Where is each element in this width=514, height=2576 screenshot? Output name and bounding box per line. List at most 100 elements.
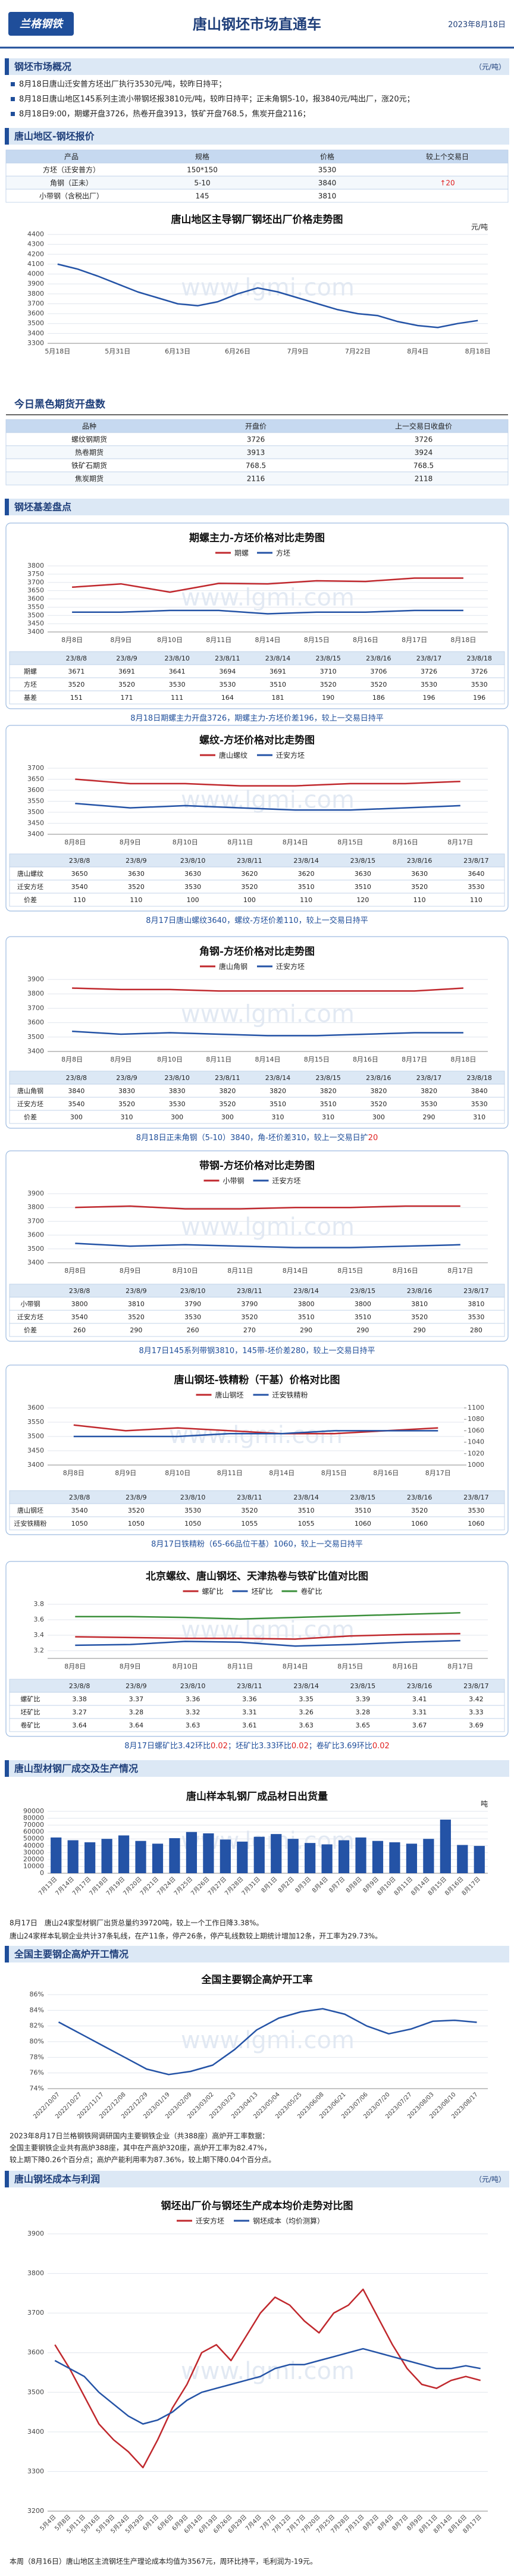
table-cell: 151 xyxy=(70,694,83,702)
bar xyxy=(186,1832,198,1873)
table-cell: 3691 xyxy=(269,668,286,675)
y-tick-label: 76% xyxy=(30,2069,44,2077)
x-tick-label: 8月11日 xyxy=(206,1056,231,1063)
x-tick-label: 8月10日 xyxy=(165,1469,190,1477)
bar xyxy=(152,1843,164,1873)
section-unit: （元/吨） xyxy=(475,2176,506,2184)
table-cell: 290 xyxy=(423,1113,435,1121)
table-cell: 310 xyxy=(473,1113,485,1121)
x-tick-label: 8月17日 xyxy=(447,1663,473,1670)
y-tick-label: 3600 xyxy=(27,595,44,603)
x-tick-label: 8月9日 xyxy=(120,838,141,846)
series-line xyxy=(72,1030,463,1037)
y-tick-label: 3650 xyxy=(27,775,44,783)
table-cell: 小带钢 xyxy=(21,1300,40,1308)
y-tick-label: 3900 xyxy=(27,1190,44,1197)
x-tick-label: 6月26日 xyxy=(225,348,250,355)
y-tick-label: 4200 xyxy=(27,250,44,258)
y2-tick-label: 1100 xyxy=(468,1404,484,1411)
table-cell: 3510 xyxy=(355,1313,371,1321)
legend-label: 迁安铁精粉 xyxy=(272,1391,308,1400)
section-heading: 唐山地区-钢坯报价 xyxy=(14,131,95,142)
legend-label: 唐山螺纹 xyxy=(219,751,247,760)
y-tick-label: 3500 xyxy=(27,1432,44,1440)
watermark: www.lgmi.com xyxy=(181,2027,355,2054)
chart-frame xyxy=(5,1364,509,1535)
y-tick-label: 3500 xyxy=(27,611,44,619)
y-tick-label: 3500 xyxy=(27,320,44,327)
y2-tick-label: 1040 xyxy=(468,1438,484,1446)
bullet-text: 8月18日9:00，期螺开盘3726，热卷开盘3913，铁矿开盘768.5，焦炭… xyxy=(19,109,310,119)
table-cell: 23/8/8 xyxy=(69,1682,90,1690)
y-tick-label: 3600 xyxy=(27,1404,44,1411)
y2-tick-label: 1020 xyxy=(468,1450,484,1457)
table-cell: 23/8/14 xyxy=(265,655,290,662)
series-line xyxy=(75,778,460,787)
table-cell: 23/8/16 xyxy=(366,655,391,662)
table-cell: 1055 xyxy=(241,1520,258,1528)
table-cell: 3510 xyxy=(298,883,315,891)
table-cell: 3510 xyxy=(298,1507,315,1514)
table-cell: 300 xyxy=(70,1113,83,1121)
table-cell: 期螺 xyxy=(24,668,37,675)
x-tick-label: 6月6日 xyxy=(156,2514,175,2533)
caption-part: 8月18日期螺主力开盘3726，期螺主力-方坯价差196，较上一交易日持平 xyxy=(130,713,383,723)
y-tick-label: 20000 xyxy=(23,1855,44,1863)
y-tick-label: 3650 xyxy=(27,587,44,594)
x-tick-label: 8月16日 xyxy=(373,1469,399,1477)
x-tick-label: 8月4日 xyxy=(311,1876,330,1895)
caption-part: ；坯矿比3.33环比 xyxy=(228,1742,292,1751)
table-cell: 23/8/15 xyxy=(315,655,340,662)
table-cell: 3820 xyxy=(370,1087,387,1095)
table-cell: 方坯（迁安普方） xyxy=(43,165,100,174)
legend-label: 期螺 xyxy=(234,549,249,558)
bullet xyxy=(11,82,15,86)
table-cell: 23/8/14 xyxy=(293,1682,318,1690)
x-tick-label: 8月14日 xyxy=(255,636,281,644)
table-cell: 3520 xyxy=(241,883,258,891)
table-cell: 3640 xyxy=(468,870,484,878)
table-cell: 3.31 xyxy=(412,1708,427,1716)
bar xyxy=(84,1842,96,1873)
bar xyxy=(474,1846,485,1873)
x-tick-label: 8月15日 xyxy=(304,636,330,644)
table-cell: 3620 xyxy=(298,870,315,878)
series-line xyxy=(75,1639,460,1647)
table-cell: 3840 xyxy=(68,1087,84,1095)
bar xyxy=(169,1838,180,1873)
table-row xyxy=(9,1323,505,1337)
x-tick-label: 7月31日 xyxy=(240,1876,262,1897)
table-cell: 3790 xyxy=(184,1300,201,1308)
table-cell: 3530 xyxy=(421,681,437,688)
y-tick-label: 3800 xyxy=(27,990,44,997)
y-tick-label: 3900 xyxy=(27,280,44,287)
y-tick-label: 70000 xyxy=(23,1821,44,1829)
table-cell: 1050 xyxy=(128,1520,145,1528)
y-tick-label: 3750 xyxy=(27,570,44,578)
table-cell: 热卷期货 xyxy=(75,448,104,457)
series-line xyxy=(72,987,463,992)
legend-label: 迁安方坯 xyxy=(272,1176,301,1185)
table-cell: 卷矿比 xyxy=(21,1721,40,1729)
x-tick-label: 8月16日 xyxy=(393,1267,418,1275)
table-cell: 23/8/16 xyxy=(407,857,432,865)
x-tick-label: 8月10日 xyxy=(173,1663,198,1670)
table-cell: 3.65 xyxy=(356,1721,371,1729)
bar xyxy=(389,1842,400,1873)
series-line xyxy=(58,2008,477,2076)
section-bar xyxy=(5,1946,509,1962)
y2-tick-label: 1080 xyxy=(468,1415,484,1423)
chart-title: 角钢-方坯价格对比走势图 xyxy=(199,946,315,958)
x-tick-label: 8月17日 xyxy=(460,1876,482,1897)
table-cell: 120 xyxy=(356,896,369,904)
legend-label: 钢坯成本（均价测算） xyxy=(253,2217,324,2226)
table-cell: 3913 xyxy=(247,449,265,457)
y-tick-label: 80000 xyxy=(23,1814,44,1822)
series-line xyxy=(75,802,460,811)
table-cell: 3.28 xyxy=(129,1708,144,1716)
y-tick-label: 80% xyxy=(30,2037,44,2045)
x-tick-label: 8月16日 xyxy=(353,636,378,644)
table-cell: 23/8/16 xyxy=(407,1494,432,1501)
table-cell: 768.5 xyxy=(413,462,434,470)
table-cell: 螺纹钢期货 xyxy=(71,435,107,444)
